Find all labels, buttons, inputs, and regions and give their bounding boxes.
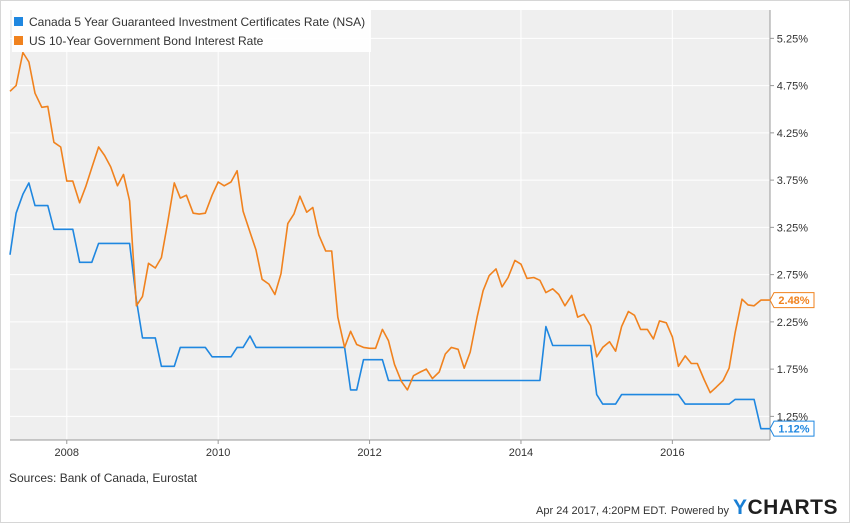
y-tick-label: 3.75% (777, 175, 808, 187)
y-tick-label: 5.25% (777, 33, 808, 45)
timestamp: Apr 24 2017, 4:20PM EDT. (536, 505, 667, 517)
plot-area (10, 10, 770, 440)
powered-by-label: Powered by (670, 505, 729, 517)
last-value-badge-box (769, 420, 815, 437)
x-tick-label: 2014 (509, 447, 533, 459)
legend-label-canada-gic: Canada 5 Year Guaranteed Investment Cert… (29, 14, 366, 29)
legend-label-us-10y: US 10-Year Government Bond Interest Rate (29, 33, 264, 48)
y-tick-label: 3.25% (777, 222, 808, 234)
chart-legend: Canada 5 Year Guaranteed Investment Cert… (12, 10, 372, 52)
legend-swatch-us-10y (14, 36, 23, 45)
legend-item-us-10y[interactable]: US 10-Year Government Bond Interest Rate (14, 31, 365, 50)
y-tick-label: 4.25% (777, 128, 808, 140)
last-value-badge-box (769, 292, 815, 309)
y-tick-label: 1.25% (777, 411, 808, 423)
legend-swatch-canada-gic (14, 17, 23, 26)
y-tick-label: 1.75% (777, 364, 808, 376)
y-tick-label: 4.75% (777, 81, 808, 93)
series-line-us-10y (9, 51, 770, 394)
last-value-label: 2.48% (778, 295, 809, 307)
x-tick-label: 2016 (660, 447, 684, 459)
y-tick-label: 2.25% (777, 317, 808, 329)
x-tick-label: 2010 (206, 447, 230, 459)
last-value-label: 1.12% (778, 424, 809, 436)
logo-letter-y: Y (732, 496, 748, 519)
legend-item-canada-gic[interactable]: Canada 5 Year Guaranteed Investment Cert… (14, 12, 365, 31)
x-tick-label: 2012 (357, 447, 381, 459)
chart-footer: Apr 24 2017, 4:20PM EDT. Powered by YCHA… (536, 497, 838, 518)
sources-note: Sources: Bank of Canada, Eurostat (9, 471, 198, 485)
ycharts-logo[interactable]: YCHARTS (733, 497, 838, 518)
series-line-canada-gic (9, 182, 770, 430)
last-value-badge-canada-gic: 1.12% (769, 420, 815, 437)
y-tick-label: 2.75% (777, 270, 808, 282)
logo-text: CHARTS (747, 496, 838, 519)
last-value-badge-us-10y: 2.48% (769, 292, 815, 309)
x-tick-label: 2008 (55, 447, 79, 459)
